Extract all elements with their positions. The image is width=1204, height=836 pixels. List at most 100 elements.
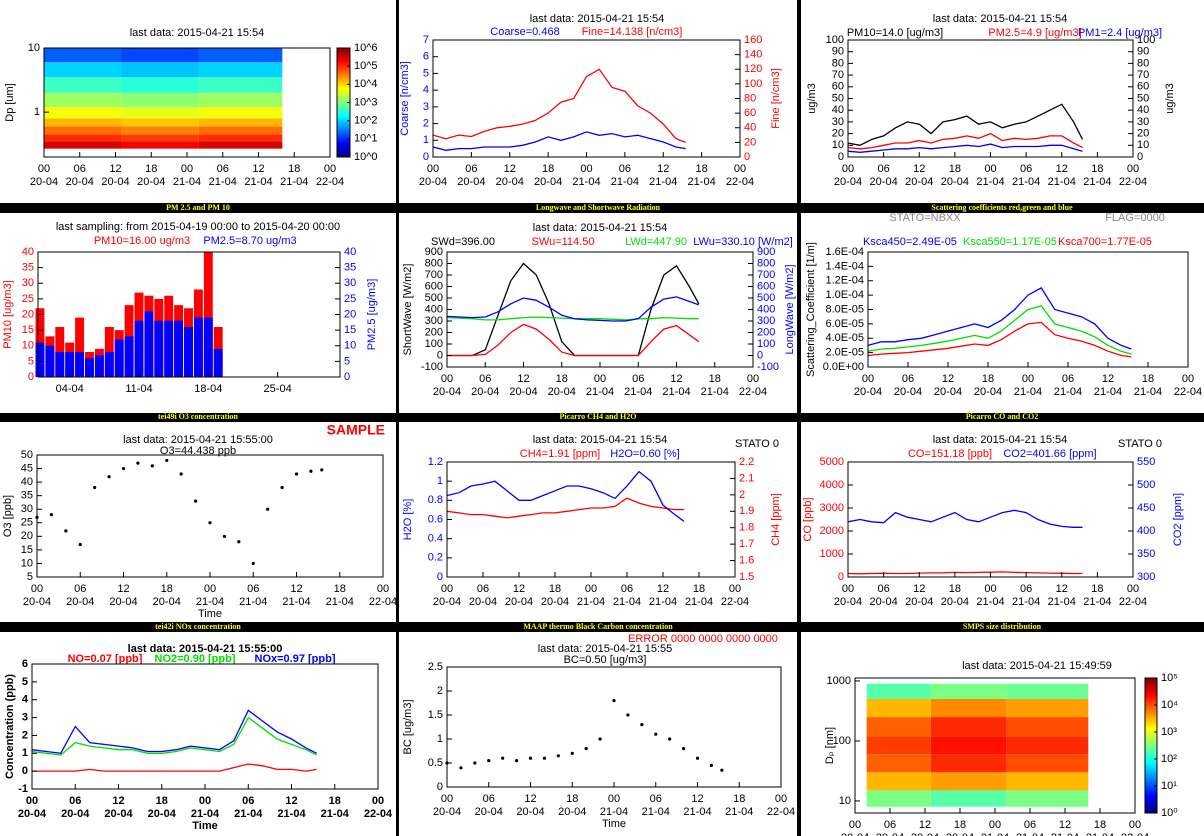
y2-tick-label: 30 <box>1137 116 1149 128</box>
y-tick-label: -1 <box>18 783 28 795</box>
x-tick-label: 18-04 <box>194 383 222 395</box>
legend-entry: NOx=0.97 [ppb] <box>255 653 336 665</box>
line <box>31 709 317 755</box>
y2-tick-label: 1.8 <box>739 522 754 534</box>
y-tick-label: 500 <box>425 292 443 304</box>
y2-tick-label: 400 <box>1137 525 1155 537</box>
y-tick-label: 2.5 <box>428 661 443 673</box>
legend-entry: PM2.5=8.70 ug/m3 <box>203 235 296 247</box>
x-tick-label: 11-04 <box>125 383 152 395</box>
y2-axis-label: CO2 [ppm] <box>1172 493 1184 546</box>
y2-tick-label: 900 <box>757 246 775 258</box>
y2-tick-label: 100 <box>757 338 775 350</box>
y-tick-label: 0 <box>22 765 28 777</box>
heat-cell <box>121 77 199 93</box>
point <box>309 469 313 473</box>
colorbar-label: 10¹ <box>1161 780 1177 792</box>
colorbar-label: 10⁵ <box>1161 672 1178 684</box>
point <box>136 461 140 465</box>
colorbar-label: 10^6 <box>354 42 378 54</box>
point <box>78 542 82 547</box>
y-tick-label: 1.2E-04 <box>825 275 864 287</box>
legend-entry: PM1=2.4 [ug/m3] <box>1078 27 1162 39</box>
heat-cell <box>121 92 199 108</box>
y-tick-label: 1 <box>423 134 429 146</box>
y-tick-label: 2 <box>22 729 28 741</box>
heat-cell <box>44 134 122 142</box>
annotation: FLAG=0000 <box>1105 212 1165 224</box>
y-tick-label: 6.0E-05 <box>825 318 864 330</box>
line <box>31 716 317 756</box>
y-axis-label: BC [ug/m3] <box>402 699 414 754</box>
panel <box>801 0 1204 203</box>
heat-cell <box>198 134 283 142</box>
y-tick-label: 100 <box>826 34 844 46</box>
heat-cell <box>1006 736 1089 755</box>
y2-tick-label: 15 <box>344 324 356 336</box>
line <box>847 132 1083 150</box>
y-tick-label: 0 <box>437 349 443 361</box>
panel-title: PM 2.5 and PM 10 <box>166 203 230 212</box>
point <box>49 513 54 517</box>
point <box>222 534 227 538</box>
y-tick-label: 5000 <box>820 456 844 468</box>
bar <box>124 336 134 377</box>
heat-cell <box>866 717 931 737</box>
bar <box>193 317 203 377</box>
y2-axis-label: ug/m3 <box>1164 83 1176 114</box>
heat-cell <box>44 107 122 119</box>
heat-cell <box>930 790 1007 807</box>
heat-cell <box>44 118 122 127</box>
y-tick-label: 5 <box>22 676 28 688</box>
y2-tick-label: 450 <box>1137 502 1155 514</box>
heat-cell <box>866 683 931 700</box>
y2-tick-label: 40 <box>744 122 756 134</box>
heat-cell <box>930 772 1007 791</box>
y-tick-label: 5 <box>28 355 34 367</box>
y2-tick-label: 50 <box>1137 92 1149 104</box>
heat-cell <box>121 134 199 142</box>
y2-axis-label: PM2.5 [ug/m3] <box>366 279 378 351</box>
point <box>695 756 700 760</box>
colorbar-label: 10^5 <box>354 60 378 72</box>
subtitle: last data: 2015-04-21 15:55 <box>538 643 673 655</box>
y-tick-label: 400 <box>425 303 443 315</box>
bar <box>104 352 114 377</box>
point <box>584 747 588 751</box>
annotation: STATO=NBXX <box>889 212 961 224</box>
point <box>121 466 126 471</box>
y-tick-label: 0.4 <box>428 533 443 545</box>
y-tick-label: 80 <box>832 57 844 69</box>
point <box>237 540 241 544</box>
y-tick-label: 6 <box>22 658 28 670</box>
heat-cell <box>198 92 283 108</box>
y2-axis-label: CH4 [ppm] <box>770 493 782 546</box>
y2-tick-label: 350 <box>1137 548 1155 560</box>
heat-cell <box>930 699 1007 718</box>
heat-cell <box>121 62 199 78</box>
panel-title: Longwave and Shortwave Radiation <box>536 203 661 212</box>
heat-cell <box>1006 717 1089 737</box>
y-tick-label: 15 <box>21 544 33 556</box>
